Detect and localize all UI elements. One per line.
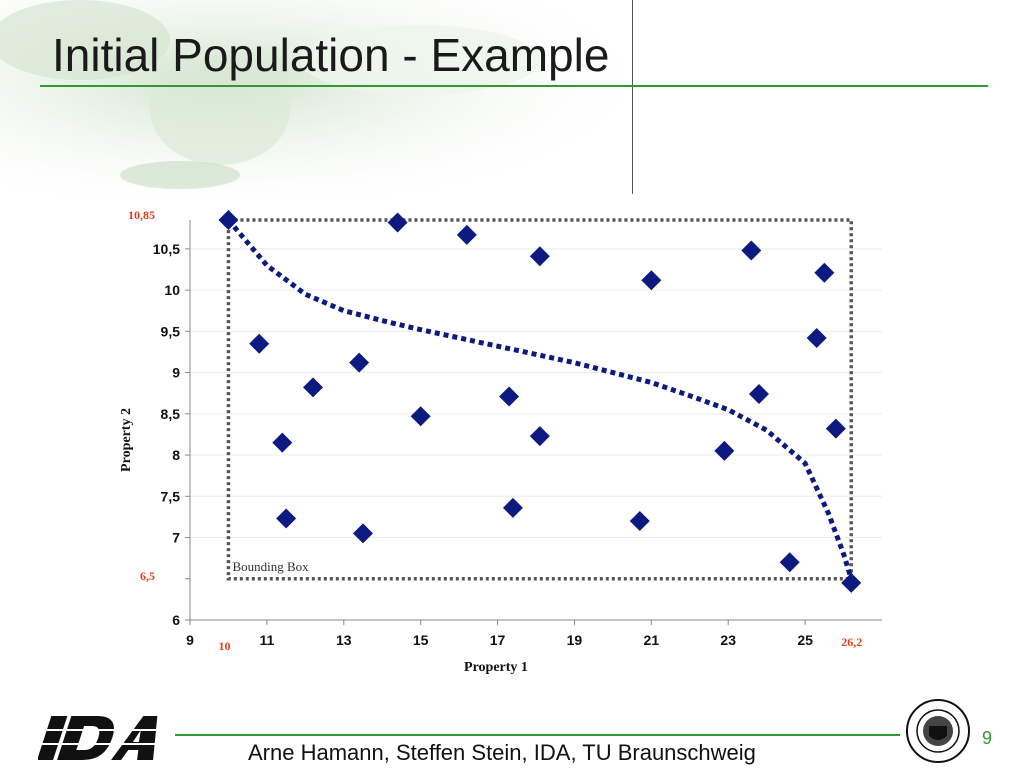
footer-rule xyxy=(175,734,900,736)
bounding-box xyxy=(226,218,853,581)
data-point xyxy=(714,440,735,461)
xmin-annotation: 10 xyxy=(218,639,230,653)
x-tick-label: 23 xyxy=(720,632,736,648)
x-tick-label: 9 xyxy=(186,632,194,648)
data-point xyxy=(276,508,297,529)
data-point xyxy=(641,270,662,291)
y-tick-label: 8,5 xyxy=(161,406,181,422)
data-point xyxy=(841,572,862,593)
ymin-annotation: 6,5 xyxy=(140,569,155,583)
x-tick-label: 13 xyxy=(336,632,352,648)
data-point xyxy=(748,384,769,405)
y-axis-title: Property 2 xyxy=(119,408,134,472)
y-tick-labels: 6 7 7,5 8 8,5 9 9,5 10 10,5 xyxy=(153,241,190,628)
data-point xyxy=(825,418,846,439)
data-point xyxy=(779,552,800,573)
title-underline xyxy=(40,85,988,87)
y-tick-label: 7 xyxy=(172,530,180,546)
y-tick-label: 8 xyxy=(172,447,180,463)
x-axis-title: Property 1 xyxy=(464,660,528,675)
page-number: 9 xyxy=(982,728,993,748)
x-tick-label: 21 xyxy=(644,632,660,648)
y-tick-label: 9 xyxy=(172,365,180,381)
xmax-annotation: 26,2 xyxy=(841,635,862,649)
data-point xyxy=(218,210,239,230)
data-point xyxy=(741,240,762,261)
data-point xyxy=(814,262,835,283)
y-tick-label: 6 xyxy=(172,612,180,628)
data-point xyxy=(502,497,523,518)
ida-logo xyxy=(37,714,163,767)
data-point xyxy=(353,523,373,544)
data-point xyxy=(529,426,550,447)
footer-author: Arne Hamann, Steffen Stein, IDA, TU Brau… xyxy=(248,740,756,765)
data-point xyxy=(349,352,370,373)
x-tick-label: 19 xyxy=(567,632,583,648)
x-tick-label: 15 xyxy=(413,632,429,648)
data-point xyxy=(249,333,270,354)
x-tick-labels: 9 11 13 15 17 19 21 23 25 xyxy=(186,620,813,648)
data-points xyxy=(218,210,862,593)
data-point xyxy=(499,386,520,407)
data-point xyxy=(387,212,408,233)
data-point xyxy=(806,327,827,348)
data-point xyxy=(272,432,293,453)
x-tick-label: 17 xyxy=(490,632,506,648)
scatter-chart: 9 11 13 15 17 19 21 23 25 6 7 7,5 8 8,5 9 9,5 10 10,5 Bo… xyxy=(119,208,882,675)
university-seal xyxy=(905,698,971,769)
x-tick-label: 11 xyxy=(259,632,274,648)
data-point xyxy=(410,406,431,427)
bounding-box-label: Bounding Box xyxy=(232,559,309,574)
pareto-front-curve xyxy=(226,218,854,580)
ymax-annotation: 10,85 xyxy=(128,208,155,222)
divider-line xyxy=(632,0,633,194)
y-tick-label: 7,5 xyxy=(161,488,181,504)
y-tick-label: 10 xyxy=(164,282,180,298)
x-tick-label: 25 xyxy=(797,632,813,648)
y-tick-label: 10,5 xyxy=(153,241,180,257)
data-point xyxy=(529,246,550,267)
data-point xyxy=(303,377,324,398)
background-decoration xyxy=(0,0,640,200)
data-point xyxy=(629,511,650,532)
data-point xyxy=(456,224,477,245)
page-title: Initial Population - Example xyxy=(52,29,610,81)
y-tick-label: 9,5 xyxy=(161,323,181,339)
